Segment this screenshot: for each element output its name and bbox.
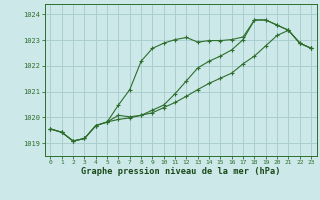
X-axis label: Graphe pression niveau de la mer (hPa): Graphe pression niveau de la mer (hPa) — [81, 167, 281, 176]
